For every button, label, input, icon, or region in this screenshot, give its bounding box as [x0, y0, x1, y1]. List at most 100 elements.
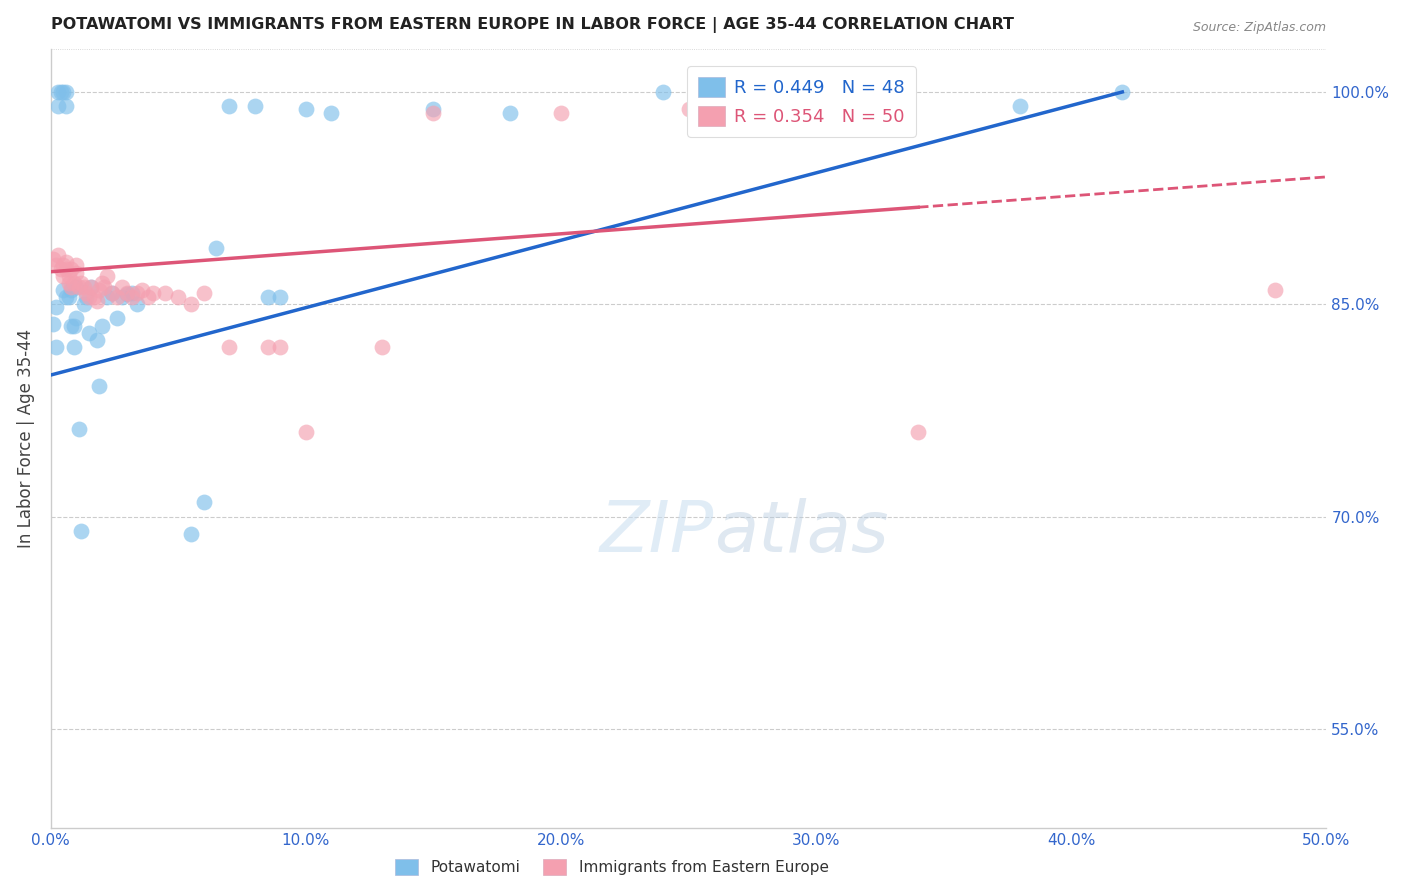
Point	[371, 340, 394, 354]
Point	[67, 280, 90, 294]
Point	[218, 340, 240, 354]
Point	[101, 285, 124, 300]
Point	[105, 311, 128, 326]
Point	[193, 285, 215, 300]
Point	[678, 102, 700, 116]
Point	[111, 290, 134, 304]
Text: POTAWATOMI VS IMMIGRANTS FROM EASTERN EUROPE IN LABOR FORCE | AGE 35-44 CORRELAT: POTAWATOMI VS IMMIGRANTS FROM EASTERN EU…	[51, 17, 1014, 33]
Point	[652, 85, 675, 99]
Point	[550, 106, 572, 120]
Point	[65, 280, 87, 294]
Point	[58, 268, 80, 283]
Point	[87, 379, 110, 393]
Point	[70, 276, 93, 290]
Point	[155, 285, 177, 300]
Point	[93, 280, 115, 294]
Point	[321, 106, 343, 120]
Point	[60, 280, 83, 294]
Point	[65, 311, 87, 326]
Point	[180, 297, 202, 311]
Point	[86, 333, 108, 347]
Point	[65, 258, 87, 272]
Point	[73, 280, 96, 294]
Point	[62, 340, 84, 354]
Point	[907, 425, 929, 439]
Point	[115, 287, 138, 301]
Point	[167, 290, 190, 304]
Point	[90, 276, 112, 290]
Point	[256, 340, 278, 354]
Point	[55, 99, 77, 113]
Point	[80, 280, 103, 294]
Point	[73, 297, 96, 311]
Point	[42, 317, 65, 331]
Point	[49, 85, 72, 99]
Point	[67, 422, 90, 436]
Point	[1010, 99, 1032, 113]
Point	[80, 280, 103, 294]
Point	[87, 283, 110, 297]
Text: Source: ZipAtlas.com: Source: ZipAtlas.com	[1194, 21, 1326, 34]
Text: atlas: atlas	[714, 498, 889, 566]
Point	[269, 340, 291, 354]
Point	[60, 261, 83, 276]
Point	[295, 425, 318, 439]
Point	[422, 106, 444, 120]
Point	[52, 283, 75, 297]
Point	[256, 290, 278, 304]
Point	[101, 285, 124, 300]
Point	[1264, 283, 1286, 297]
Point	[77, 290, 100, 304]
Point	[60, 318, 83, 333]
Point	[1111, 85, 1133, 99]
Point	[55, 255, 77, 269]
Point	[65, 266, 87, 280]
Point	[90, 318, 112, 333]
Point	[136, 290, 159, 304]
Point	[243, 99, 266, 113]
Point	[83, 290, 105, 304]
Point	[58, 276, 80, 290]
Point	[46, 85, 69, 99]
Point	[62, 318, 84, 333]
Text: ZIP: ZIP	[600, 498, 714, 566]
Point	[58, 290, 80, 304]
Point	[422, 102, 444, 116]
Point	[269, 290, 291, 304]
Point	[62, 276, 84, 290]
Legend: Potawatomi, Immigrants from Eastern Europe: Potawatomi, Immigrants from Eastern Euro…	[388, 851, 837, 883]
Point	[205, 241, 228, 255]
Point	[46, 248, 69, 262]
Point	[180, 526, 202, 541]
Point	[45, 300, 67, 314]
Point	[55, 290, 77, 304]
Point	[77, 326, 100, 340]
Y-axis label: In Labor Force | Age 35-44: In Labor Force | Age 35-44	[17, 329, 35, 549]
Point	[96, 290, 118, 304]
Point	[96, 268, 118, 283]
Point	[55, 261, 77, 276]
Point	[105, 290, 128, 304]
Point	[115, 285, 138, 300]
Point	[111, 280, 134, 294]
Point	[52, 85, 75, 99]
Point	[46, 99, 69, 113]
Point	[142, 285, 165, 300]
Point	[55, 85, 77, 99]
Point	[295, 102, 318, 116]
Point	[121, 290, 143, 304]
Point	[121, 285, 143, 300]
Point	[52, 258, 75, 272]
Point	[499, 106, 522, 120]
Point	[131, 283, 153, 297]
Point	[127, 285, 149, 300]
Point	[127, 297, 149, 311]
Point	[75, 285, 97, 300]
Point	[70, 524, 93, 538]
Point	[52, 268, 75, 283]
Point	[218, 99, 240, 113]
Point	[60, 283, 83, 297]
Point	[193, 495, 215, 509]
Point	[75, 290, 97, 304]
Point	[49, 261, 72, 276]
